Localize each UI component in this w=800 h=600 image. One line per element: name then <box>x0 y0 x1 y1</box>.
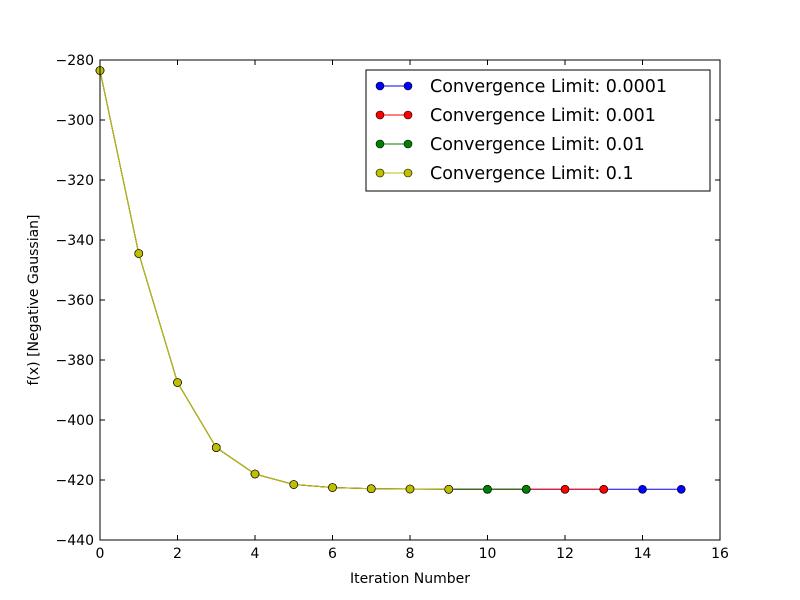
data-point <box>676 484 686 494</box>
data-point <box>366 484 376 494</box>
legend-marker <box>403 168 413 178</box>
y-tick-label: −420 <box>56 473 94 489</box>
x-tick-label: 2 <box>173 546 182 562</box>
tick-layer: 0 2 4 6 8 10 12 14 16 −280 −300 −320 −340 −360 −380 −40… <box>56 53 729 562</box>
y-tick-label: −380 <box>56 353 94 369</box>
data-point <box>444 484 454 494</box>
y-tick-label: −340 <box>56 233 94 249</box>
legend-label: Convergence Limit: 0.0001 <box>430 77 667 97</box>
y-tick-label: −280 <box>56 53 94 69</box>
x-tick-label: 16 <box>711 546 729 562</box>
y-tick-label: −320 <box>56 173 94 189</box>
legend-label: Convergence Limit: 0.001 <box>430 106 656 126</box>
x-tick-label: 6 <box>328 546 337 562</box>
data-point <box>289 480 299 489</box>
legend-items: Convergence Limit: 0.0001 Convergence Lim… <box>375 77 667 184</box>
x-tick-label: 4 <box>251 546 260 562</box>
legend-marker <box>403 110 413 120</box>
y-tick-label: −360 <box>56 293 94 309</box>
legend-label: Convergence Limit: 0.01 <box>430 135 645 155</box>
data-point <box>173 378 182 387</box>
data-point <box>599 484 609 494</box>
data-point <box>405 484 415 494</box>
y-tick-label: −300 <box>56 113 94 129</box>
legend-marker <box>403 139 413 149</box>
legend-marker <box>375 81 385 91</box>
y-axis-title: f(x) [Negative Gaussian] <box>26 214 42 385</box>
legend-marker <box>375 139 385 149</box>
x-axis-title: Iteration Number <box>350 571 470 587</box>
series-3 <box>95 66 454 494</box>
legend-marker <box>375 110 385 120</box>
legend-item: Convergence Limit: 0.0001 <box>375 77 667 97</box>
legend-item: Convergence Limit: 0.1 <box>375 164 634 184</box>
data-point <box>250 469 260 479</box>
data-point <box>328 483 337 492</box>
legend-item: Convergence Limit: 0.001 <box>375 106 656 126</box>
data-point <box>560 484 570 494</box>
y-tick-label: −400 <box>56 413 94 429</box>
series-layer <box>95 66 686 494</box>
data-point <box>134 249 144 258</box>
legend-label: Convergence Limit: 0.1 <box>430 164 634 184</box>
data-point <box>211 443 221 452</box>
legend-box <box>365 69 711 192</box>
data-point <box>638 484 647 494</box>
legend: Convergence Limit: 0.0001 Convergence Lim… <box>365 69 711 192</box>
legend-marker <box>403 81 413 91</box>
data-point <box>521 484 531 494</box>
series-line <box>99 70 449 490</box>
x-tick-label: 12 <box>556 546 574 562</box>
x-tick-label: 0 <box>96 546 105 562</box>
x-tick-label: 8 <box>406 546 415 562</box>
x-tick-label: 10 <box>479 546 497 562</box>
legend-item: Convergence Limit: 0.01 <box>375 135 645 155</box>
x-tick-label: 14 <box>634 546 652 562</box>
data-point <box>483 484 492 494</box>
y-tick-label: −440 <box>56 533 94 549</box>
legend-marker <box>375 168 385 178</box>
